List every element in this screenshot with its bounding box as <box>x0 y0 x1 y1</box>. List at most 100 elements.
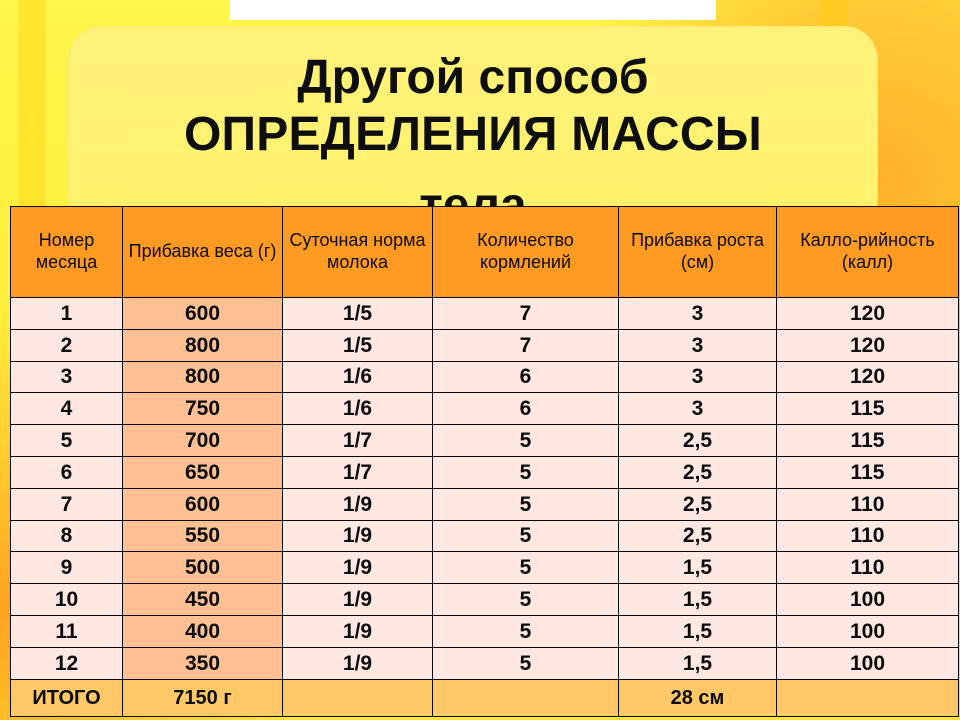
table-cell: 800 <box>122 328 283 362</box>
table-row: 5 700 1/7 5 2,5 115 <box>10 424 959 457</box>
table-cell: 1/5 <box>282 328 433 362</box>
table-cell: 5 <box>432 424 619 457</box>
table-row: 9 500 1/9 5 1,5 110 <box>10 551 959 585</box>
total-empty-cell <box>282 678 433 717</box>
table-cell: 3 <box>618 328 777 362</box>
header-calories: Калло-рийность (калл) <box>776 206 959 298</box>
table-cell: 500 <box>122 551 283 585</box>
table-cell: 7 <box>10 487 123 521</box>
table-cell: 1,5 <box>618 614 777 648</box>
table-cell: 4 <box>10 392 123 426</box>
table-cell: 1/9 <box>282 583 433 616</box>
table-cell: 1/7 <box>282 455 433 489</box>
table-cell: 550 <box>122 519 283 553</box>
table-cell: 400 <box>122 614 283 648</box>
table-cell: 3 <box>618 297 777 330</box>
table-cell: 3 <box>618 360 777 394</box>
table-cell: 350 <box>122 646 283 680</box>
slide-title-line-1: Другой способ <box>297 51 649 104</box>
table-header-row: Номер месяца Прибавка веса (г) Суточная … <box>10 206 959 298</box>
table-cell: 115 <box>776 392 959 426</box>
table-cell: 1/9 <box>282 487 433 521</box>
table-cell: 2 <box>10 328 123 362</box>
table-row: 6 650 1/7 5 2,5 115 <box>10 455 959 489</box>
table-cell: 5 <box>432 551 619 585</box>
table-cell: 1/9 <box>282 551 433 585</box>
table-row: 1 600 1/5 7 3 120 <box>10 297 959 330</box>
table-cell: 110 <box>776 519 959 553</box>
table-cell: 3 <box>618 392 777 426</box>
table-cell: 450 <box>122 583 283 616</box>
total-empty-cell <box>432 678 619 717</box>
table-cell: 100 <box>776 614 959 648</box>
table-row: 7 600 1/9 5 2,5 110 <box>10 487 959 521</box>
table-row: 12 350 1/9 5 1,5 100 <box>10 646 959 680</box>
table-row: 4 750 1/6 6 3 115 <box>10 392 959 426</box>
table-cell: 2,5 <box>618 487 777 521</box>
feeding-growth-table: Номер месяца Прибавка веса (г) Суточная … <box>10 206 959 717</box>
table-cell: 11 <box>10 614 123 648</box>
table-cell: 5 <box>432 519 619 553</box>
header-month: Номер месяца <box>10 206 123 298</box>
table-cell: 120 <box>776 328 959 362</box>
decorative-stripe <box>18 0 46 220</box>
table-cell: 1/6 <box>282 360 433 394</box>
total-label: ИТОГО <box>10 678 123 717</box>
title-panel: Другой способ ОПРЕДЕЛЕНИЯ МАССЫ тела <box>68 26 878 231</box>
table-cell: 1,5 <box>618 646 777 680</box>
table-cell: 110 <box>776 487 959 521</box>
table-cell: 800 <box>122 360 283 394</box>
table-cell: 1/6 <box>282 392 433 426</box>
table-cell: 9 <box>10 551 123 585</box>
table-cell: 115 <box>776 424 959 457</box>
table-cell: 2,5 <box>618 455 777 489</box>
table-cell: 110 <box>776 551 959 585</box>
table-cell: 5 <box>432 583 619 616</box>
table-cell: 1 <box>10 297 123 330</box>
header-feedings-count: Количество кормлений <box>432 206 619 298</box>
table-cell: 1/9 <box>282 646 433 680</box>
top-white-strip <box>230 0 716 20</box>
table-row: 2 800 1/5 7 3 120 <box>10 328 959 362</box>
table-cell: 700 <box>122 424 283 457</box>
table-cell: 1,5 <box>618 551 777 585</box>
table-cell: 5 <box>432 455 619 489</box>
table-cell: 1/5 <box>282 297 433 330</box>
table-cell: 100 <box>776 583 959 616</box>
table-row: 10 450 1/9 5 1,5 100 <box>10 583 959 616</box>
table-cell: 1/9 <box>282 519 433 553</box>
total-weight-gain: 7150 г <box>122 678 283 717</box>
table-cell: 5 <box>432 614 619 648</box>
table-cell: 1/7 <box>282 424 433 457</box>
table-cell: 10 <box>10 583 123 616</box>
table-cell: 600 <box>122 297 283 330</box>
table-cell: 2,5 <box>618 519 777 553</box>
table-cell: 650 <box>122 455 283 489</box>
slide-title-line-2: ОПРЕДЕЛЕНИЯ МАССЫ <box>184 108 762 161</box>
table-cell: 6 <box>10 455 123 489</box>
table-cell: 120 <box>776 360 959 394</box>
table-cell: 3 <box>10 360 123 394</box>
table-cell: 7 <box>432 328 619 362</box>
table-cell: 5 <box>432 487 619 521</box>
total-empty-cell <box>776 678 959 717</box>
header-weight-gain: Прибавка веса (г) <box>122 206 283 298</box>
table-cell: 8 <box>10 519 123 553</box>
table-cell: 12 <box>10 646 123 680</box>
table-cell: 1/9 <box>282 614 433 648</box>
table-cell: 1,5 <box>618 583 777 616</box>
header-height-gain: Прибавка роста (см) <box>618 206 777 298</box>
table-cell: 120 <box>776 297 959 330</box>
table-cell: 5 <box>10 424 123 457</box>
table-cell: 750 <box>122 392 283 426</box>
table-row: 3 800 1/6 6 3 120 <box>10 360 959 394</box>
table-row: 8 550 1/9 5 2,5 110 <box>10 519 959 553</box>
table-cell: 6 <box>432 360 619 394</box>
header-daily-milk-norm: Суточная норма молока <box>282 206 433 298</box>
table-cell: 2,5 <box>618 424 777 457</box>
table-cell: 7 <box>432 297 619 330</box>
table-cell: 600 <box>122 487 283 521</box>
table-cell: 100 <box>776 646 959 680</box>
table-cell: 5 <box>432 646 619 680</box>
table-cell: 115 <box>776 455 959 489</box>
